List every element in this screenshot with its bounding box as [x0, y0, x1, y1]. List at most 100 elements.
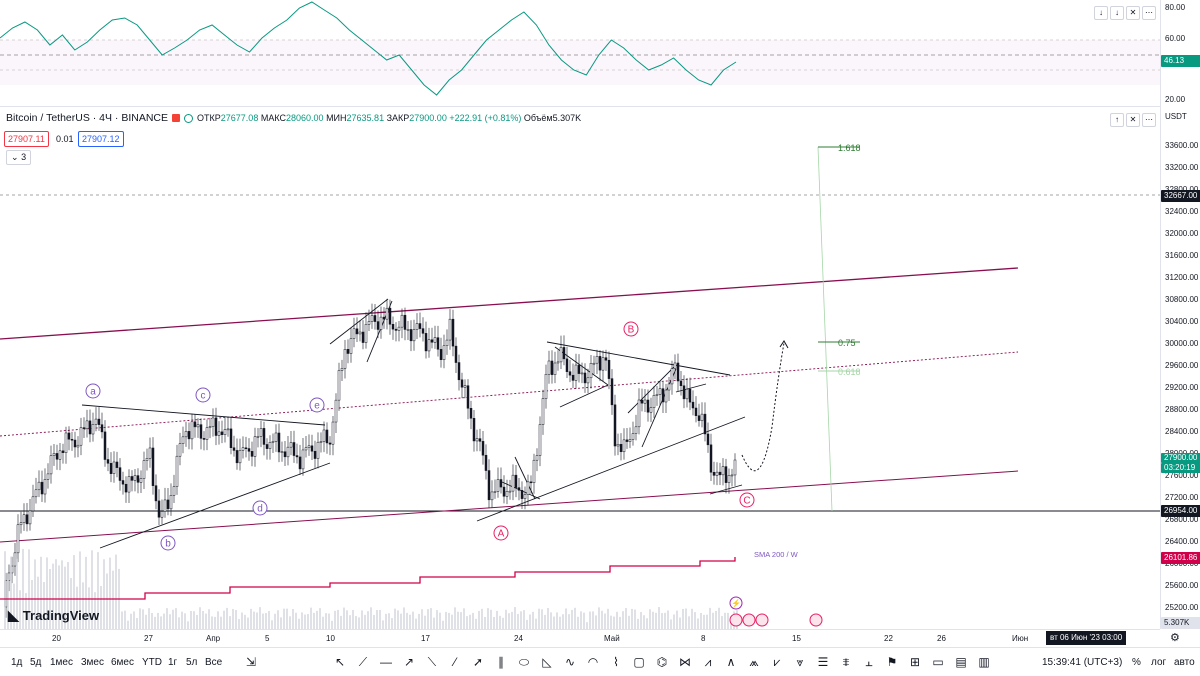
candle [520, 490, 524, 499]
volume-bar [199, 607, 201, 629]
volume-bar [427, 609, 429, 629]
volume-bar [562, 614, 564, 629]
extended-line-icon[interactable]: ⟍ [427, 655, 437, 669]
timeframe-1d[interactable]: 1д [11, 657, 23, 668]
rsi-move-down-2-button[interactable]: ↓ [1110, 6, 1124, 20]
timeframe-ytd[interactable]: YTD [142, 657, 162, 668]
arrow-icon[interactable]: ➚ [472, 655, 484, 669]
wave-label-B: B [628, 325, 635, 336]
arc-icon[interactable]: ◠ [587, 655, 599, 669]
channel-upper-line [0, 267, 1019, 340]
fib-extension-icon[interactable]: ⩨ [842, 655, 850, 669]
xabcd-pattern-icon[interactable]: ⋈ [679, 655, 691, 669]
timeframe-all[interactable]: Все [205, 657, 223, 668]
fib-retracement-icon[interactable]: ☰ [817, 655, 829, 669]
candle [487, 470, 491, 501]
timeframe-3m[interactable]: 3мес [81, 657, 104, 668]
volume-bar [307, 614, 309, 629]
auto-toggle[interactable]: авто [1174, 657, 1195, 668]
ellipse-icon[interactable]: ⬭ [518, 655, 530, 669]
volume-bar [250, 608, 252, 629]
volume-bar [490, 609, 492, 629]
elliott-double-combo-icon[interactable]: ⩗ [773, 655, 781, 669]
timeframe-1y[interactable]: 1г [168, 657, 178, 668]
log-toggle[interactable]: лог [1151, 657, 1167, 668]
text-icon[interactable]: ▭ [932, 655, 944, 669]
volume-bar [544, 614, 546, 629]
candle [595, 356, 599, 364]
volume-bar [400, 613, 402, 629]
rectangle-icon[interactable]: ▢ [633, 655, 645, 669]
volume-bar [379, 609, 381, 629]
sma-value-label: 26101.86 [1161, 552, 1200, 564]
candle [193, 421, 197, 428]
timeframe-6m[interactable]: 6мес [111, 657, 134, 668]
price-scale[interactable]: 80.00 60.00 46.13 20.00 USDT 33600.00 332… [1160, 0, 1200, 629]
volume-bar [706, 614, 708, 629]
time-axis[interactable]: 20 27 Апр 5 10 17 24 Май 8 15 22 26 Июн … [0, 629, 1160, 648]
main-close-button[interactable]: ✕ [1126, 113, 1140, 127]
crosshair-time-label: вт 06 Июн '23 03:00 [1046, 631, 1127, 645]
candle [586, 377, 590, 384]
polyline-icon[interactable]: ⌇ [613, 655, 619, 669]
info-line-icon[interactable]: ⁄ [453, 655, 456, 669]
main-more-icon[interactable]: ⋯ [1142, 113, 1156, 127]
volume-bar [97, 552, 99, 629]
rsi-close-button[interactable]: ✕ [1126, 6, 1140, 20]
volume-bar [613, 616, 615, 629]
volume-bar [385, 613, 387, 629]
curve-icon[interactable]: ∿ [564, 655, 576, 669]
parallel-channel-icon[interactable]: ∥ [498, 655, 504, 669]
timeframe-1m[interactable]: 1мес [50, 657, 73, 668]
percent-toggle[interactable]: % [1132, 657, 1141, 668]
price-range-icon[interactable]: ⊞ [909, 655, 921, 669]
pane-separator[interactable] [0, 106, 1200, 107]
callout-icon[interactable]: ▥ [978, 655, 990, 669]
note-icon[interactable]: ▤ [955, 655, 967, 669]
volume-bar [85, 556, 87, 629]
currency-label[interactable]: USDT [1165, 112, 1187, 121]
hline-upper-label: 32667.00 [1161, 190, 1200, 202]
ray-icon[interactable]: ↗ [403, 655, 415, 669]
timeframe-5d[interactable]: 5д [30, 657, 42, 668]
main-move-up-button[interactable]: ↑ [1110, 113, 1124, 127]
anchored-vwap-icon[interactable]: ⚑ [886, 655, 898, 669]
tradingview-logo[interactable]: ◣ TradingView [8, 607, 100, 623]
volume-bar [511, 611, 513, 629]
sell-price-box[interactable]: 27907.11 [4, 131, 49, 147]
candle [361, 331, 365, 343]
elliott-triangle-icon[interactable]: ⩕ [749, 655, 759, 669]
rsi-line [0, 1, 737, 96]
event-icons[interactable]: ⚡ [726, 595, 826, 629]
elliott-wave-abc-icon[interactable]: ∧ [726, 655, 736, 669]
horizontal-line-icon[interactable]: — [380, 655, 392, 669]
trend-line-icon[interactable]: ⟋ [358, 655, 368, 669]
elliott-wave-12345-icon[interactable]: ⩘ [704, 655, 712, 669]
triangle-icon[interactable]: ◺ [542, 655, 552, 669]
clock[interactable]: 15:39:41 (UTC+3) [1042, 657, 1123, 668]
path-icon[interactable]: ⌬ [656, 655, 668, 669]
rsi-pane[interactable]: ↓ ↓ ✕ ⋯ [0, 0, 1160, 106]
elliott-triple-combo-icon[interactable]: ⩔ [796, 655, 804, 669]
timeframe-5y[interactable]: 5л [186, 657, 198, 668]
symbol-title[interactable]: Bitcoin / TetherUS · 4Ч · BINANCE [6, 112, 169, 124]
volume-bar [181, 611, 183, 629]
candle [550, 360, 554, 375]
date-range-icon[interactable]: ⇲ [245, 655, 257, 669]
cursor-icon[interactable]: ↖ [334, 655, 346, 669]
buy-price-box[interactable]: 27907.12 [78, 131, 124, 147]
candle [598, 356, 602, 371]
candle [247, 448, 251, 452]
rsi-more-icon[interactable]: ⋯ [1142, 6, 1156, 20]
main-chart-pane[interactable]: a b c d e A B C 1.618 0.75 0.618 SMA 200… [0, 107, 1160, 629]
flag-icon[interactable] [172, 114, 181, 122]
sma-200-line [0, 557, 736, 600]
candle [727, 475, 731, 483]
rsi-move-down-button[interactable]: ↓ [1094, 6, 1108, 20]
long-position-icon[interactable]: ⫠ [865, 655, 873, 669]
settings-gear-icon[interactable]: ⚙ [1170, 632, 1180, 644]
indicators-toggle[interactable]: ⌄ 3 [6, 150, 32, 165]
volume-bar [520, 611, 522, 629]
price-tick: 32800.00 [1165, 185, 1198, 194]
volume-bar [541, 609, 543, 629]
